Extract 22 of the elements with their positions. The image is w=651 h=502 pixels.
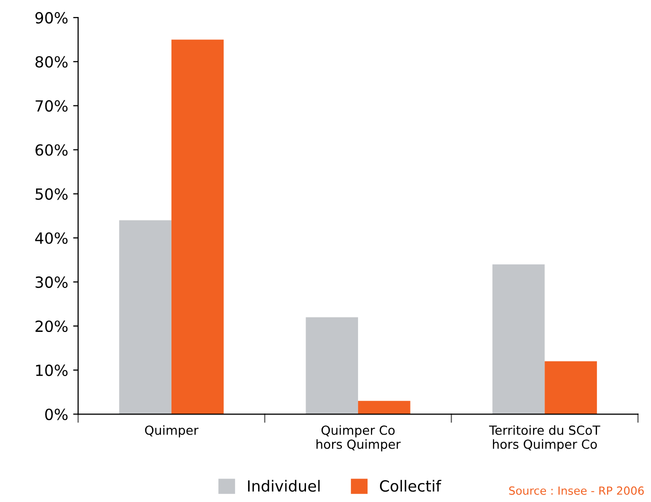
bar: [544, 361, 597, 414]
x-tick-label: Territoire du SCoT hors Quimper Co: [489, 425, 600, 452]
y-tick-label: 50%: [36, 188, 68, 200]
legend-label: Collectif: [380, 480, 442, 492]
y-tick-label: 60%: [36, 144, 68, 156]
y-tick-label: 30%: [36, 276, 68, 288]
y-tick-label: 90%: [35, 12, 68, 24]
x-tick-label: Quimper: [145, 425, 199, 438]
y-tick-label: 80%: [35, 56, 68, 68]
x-tick-label: Quimper Co hors Quimper: [316, 425, 401, 452]
source-note: Source : Insee - RP 2006: [509, 486, 644, 495]
y-tick-label: 10%: [36, 364, 68, 376]
y-tick-label: 20%: [36, 320, 68, 332]
bar: [119, 220, 172, 414]
bar: [358, 400, 410, 414]
bar: [306, 317, 358, 414]
y-tick-label: 70%: [36, 100, 68, 112]
y-tick-label: 0%: [45, 408, 68, 420]
legend-label: Individuel: [248, 480, 320, 492]
bar: [492, 264, 545, 414]
y-tick-label: 40%: [35, 232, 68, 244]
bar: [171, 40, 224, 414]
